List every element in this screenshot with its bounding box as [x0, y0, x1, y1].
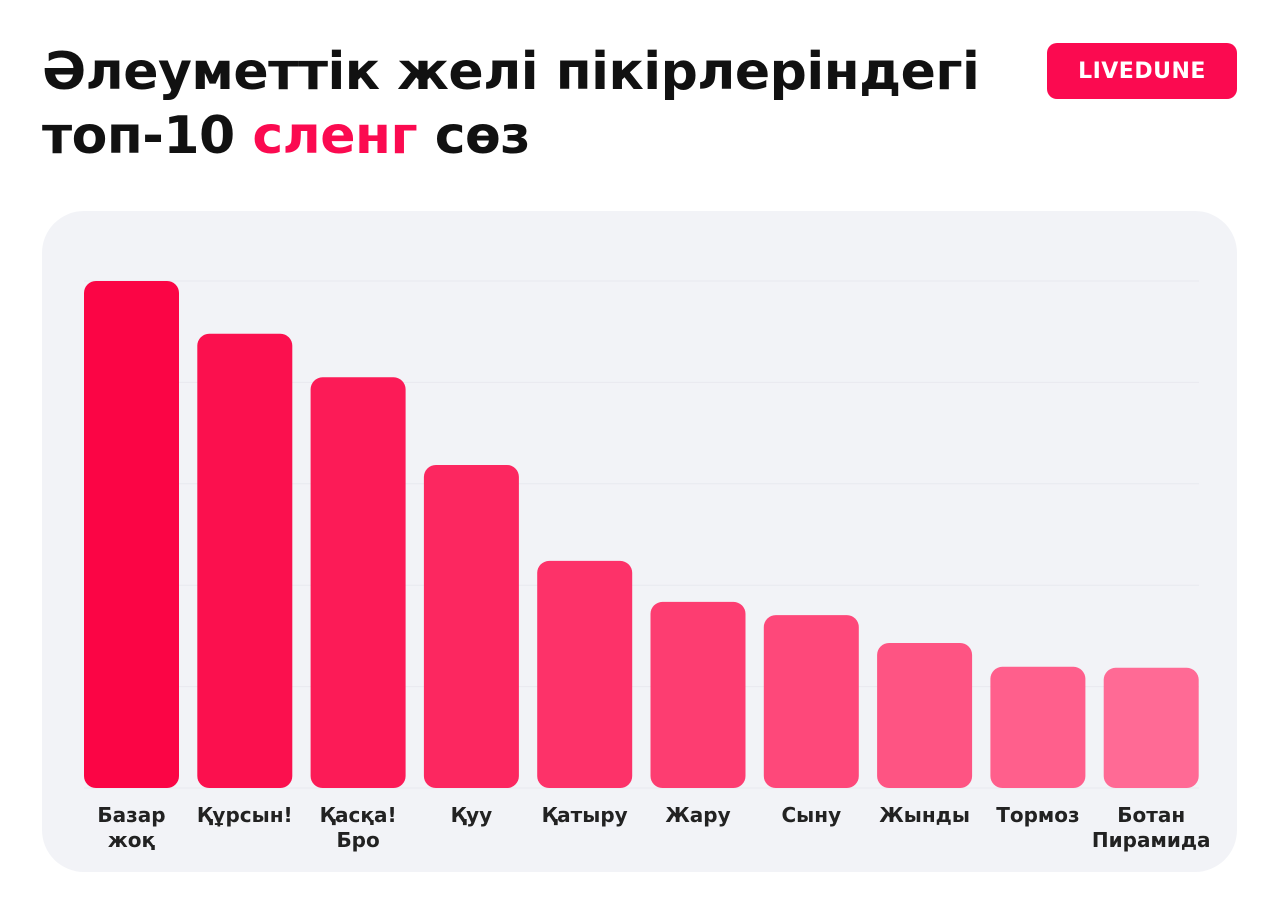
category-label-10: Ботан Пирамида	[1092, 803, 1211, 852]
bar-4	[423, 465, 519, 788]
category-label-line: Тормоз	[996, 803, 1079, 827]
bar-8	[877, 643, 973, 788]
title-line-2: топ-10 сленг сөз	[42, 104, 979, 168]
category-label-line: Базар	[97, 803, 165, 827]
category-label-line: Сыну	[781, 803, 841, 827]
category-label-8: Жынды	[879, 803, 970, 827]
category-label-line: Ботан	[1117, 803, 1185, 827]
bar-1	[84, 281, 179, 788]
category-label-line: Қасқа!	[320, 803, 397, 827]
category-label-line: жоқ	[108, 828, 156, 852]
bar-7	[763, 615, 859, 788]
category-label-line: Қатыру	[542, 803, 628, 827]
category-label-4: Қуу	[451, 803, 493, 827]
bar-5	[537, 560, 633, 788]
title-accent-word: сленг	[252, 106, 418, 166]
category-label-line: Пирамида	[1092, 828, 1211, 852]
category-label-line: Құрсын!	[197, 803, 293, 827]
title-suffix: сөз	[417, 106, 531, 166]
title-prefix: топ-10	[42, 106, 253, 166]
page-title: Әлеуметтік желі пікірлеріндегі топ-10 сл…	[42, 40, 980, 168]
category-label-2: Құрсын!	[197, 803, 293, 827]
bar-2	[197, 333, 293, 788]
category-label-5: Қатыру	[542, 803, 628, 827]
bar-9	[990, 666, 1086, 788]
category-label-line: Бро	[336, 828, 379, 852]
category-label-line: Жынды	[879, 803, 970, 827]
category-label-7: Сыну	[781, 803, 841, 827]
bar-10	[1103, 667, 1199, 788]
category-label-line: Жару	[665, 803, 730, 827]
bar-3	[310, 377, 406, 788]
title-line-1: Әлеуметтік желі пікірлеріндегі	[42, 42, 980, 102]
category-label-9: Тормоз	[996, 803, 1079, 827]
category-label-line: Қуу	[451, 803, 493, 827]
category-label-1: Базар жоқ	[97, 803, 165, 852]
category-label-6: Жару	[665, 803, 730, 827]
livedune-logo: LIVEDUNE	[1047, 43, 1237, 99]
bar-6	[650, 601, 746, 788]
category-label-3: Қасқа! Бро	[320, 803, 397, 852]
